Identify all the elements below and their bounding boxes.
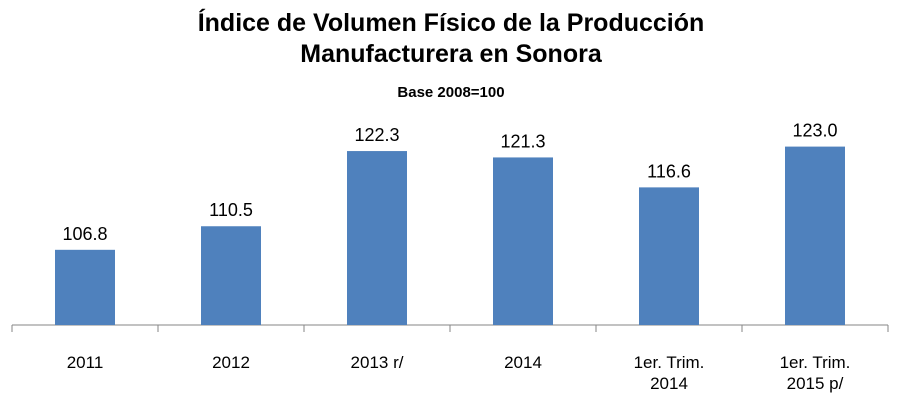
x-tick-label: 1er. Trim. 2014 — [633, 353, 705, 393]
bar — [639, 187, 699, 325]
data-label: 121.3 — [500, 131, 545, 151]
chart-subtitle: Base 2008=100 — [397, 84, 505, 101]
data-label: 106.8 — [62, 224, 107, 244]
x-tick-label: 2012 — [212, 353, 250, 372]
x-tick-label: 2011 — [66, 353, 104, 372]
bar — [201, 226, 261, 325]
data-label: 110.5 — [209, 200, 253, 220]
x-tick-label: 1er. Trim. 2015 p/ — [779, 353, 851, 393]
data-label: 122.3 — [354, 125, 399, 145]
x-tick-label: 2014 — [504, 353, 542, 372]
bar — [347, 151, 407, 325]
bar — [55, 249, 115, 325]
chart-title: Índice de Volumen Físico de la Producció… — [197, 9, 705, 68]
bar — [493, 157, 553, 325]
data-label: 116.6 — [647, 161, 691, 181]
bar — [785, 146, 845, 325]
x-tick-label: 2013 r/ — [350, 353, 404, 372]
data-label: 123.0 — [792, 121, 837, 141]
